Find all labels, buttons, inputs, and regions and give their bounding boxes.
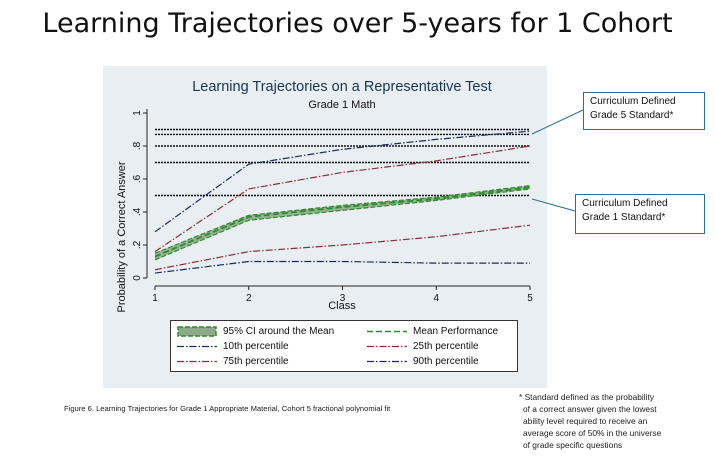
- chart-svg: Learning Trajectories on a Representativ…: [116, 79, 533, 313]
- legend-p25-label: 25th percentile: [413, 341, 479, 352]
- y-tick-label: 1: [132, 110, 143, 116]
- chart-subtitle: Grade 1 Math: [308, 99, 375, 111]
- connector-grade5: [531, 109, 584, 135]
- callout-grade1-line1: Curriculum Defined: [582, 198, 668, 209]
- legend-p75-swatch: [177, 360, 217, 363]
- legend-p90: 90th percentile: [367, 355, 479, 368]
- series-line-p25: [154, 224, 531, 271]
- footnote-line: average score of 50% in the universe: [523, 428, 662, 438]
- footnote-line: * Standard defined as the probability: [519, 392, 655, 402]
- legend-mean-label: Mean Performance: [413, 326, 499, 337]
- legend-p25-swatch: [367, 345, 407, 348]
- legend-p10: 10th percentile: [177, 340, 289, 353]
- legend-p10-label: 10th percentile: [223, 341, 289, 352]
- legend-mean-swatch: [367, 330, 407, 333]
- x-tick-label: 1: [152, 293, 158, 304]
- legend-mean: Mean Performance: [367, 325, 498, 338]
- y-tick-label: .2: [132, 240, 143, 249]
- series-line-p10: [154, 260, 530, 274]
- x-tick-label: 3: [340, 293, 346, 304]
- callout-grade5-standard: Curriculum Defined Grade 5 Standard*: [583, 92, 705, 130]
- chart-panel: Learning Trajectories on a Representativ…: [103, 66, 547, 388]
- y-axis-label: Probability of a Correct Answer: [116, 161, 128, 312]
- legend-ci-swatch: [177, 326, 217, 337]
- callout-grade5-line1: Curriculum Defined: [590, 96, 676, 107]
- x-axis-label: Class: [328, 300, 356, 312]
- legend-p90-swatch: [367, 360, 407, 363]
- footnote-line: of a correct answer given the lowest: [523, 404, 657, 414]
- callout-grade1-line2: Grade 1 Standard*: [582, 212, 666, 223]
- series-line-mean: [154, 186, 531, 258]
- y-tick-label: .4: [132, 207, 143, 216]
- slide-title: Learning Trajectories over 5-years for 1…: [42, 8, 673, 39]
- series-line-p75: [154, 145, 531, 253]
- callout-grade5-line2: Grade 5 Standard*: [590, 110, 674, 121]
- legend-ci-label: 95% CI around the Mean: [223, 326, 335, 337]
- y-tick-label: 0: [132, 275, 143, 281]
- plot-area: 0 .2 .4 .6 .8 1 1 2 3 4 5: [132, 109, 533, 304]
- legend-ci: 95% CI around the Mean: [177, 325, 334, 338]
- ci-upper-line: [154, 185, 531, 254]
- legend-p75-label: 75th percentile: [223, 356, 289, 367]
- y-tick-label: .8: [132, 141, 143, 150]
- footnote: * Standard defined as the probability of…: [519, 391, 709, 451]
- figure-caption: Figure 6. Learning Trajectories for Grad…: [64, 404, 391, 413]
- series-line-p90: [154, 130, 531, 233]
- x-tick-label: 4: [433, 293, 439, 304]
- legend-p90-label: 90th percentile: [413, 356, 479, 367]
- chart-title: Learning Trajectories on a Representativ…: [192, 79, 492, 95]
- x-tick-label: 5: [527, 293, 533, 304]
- footnote-line: ability level required to receive an: [523, 416, 648, 426]
- legend-p75: 75th percentile: [177, 355, 289, 368]
- legend-p10-swatch: [177, 345, 217, 348]
- connector-grade1: [531, 198, 576, 212]
- legend: 95% CI around the Mean Mean Performance …: [170, 320, 518, 372]
- x-tick-label: 2: [246, 293, 252, 304]
- ci-lower-line: [154, 188, 531, 261]
- footnote-line: of grade specific questions: [523, 440, 623, 450]
- callout-grade1-standard: Curriculum Defined Grade 1 Standard*: [575, 194, 705, 234]
- legend-p25: 25th percentile: [367, 340, 479, 353]
- y-tick-label: .6: [132, 174, 143, 183]
